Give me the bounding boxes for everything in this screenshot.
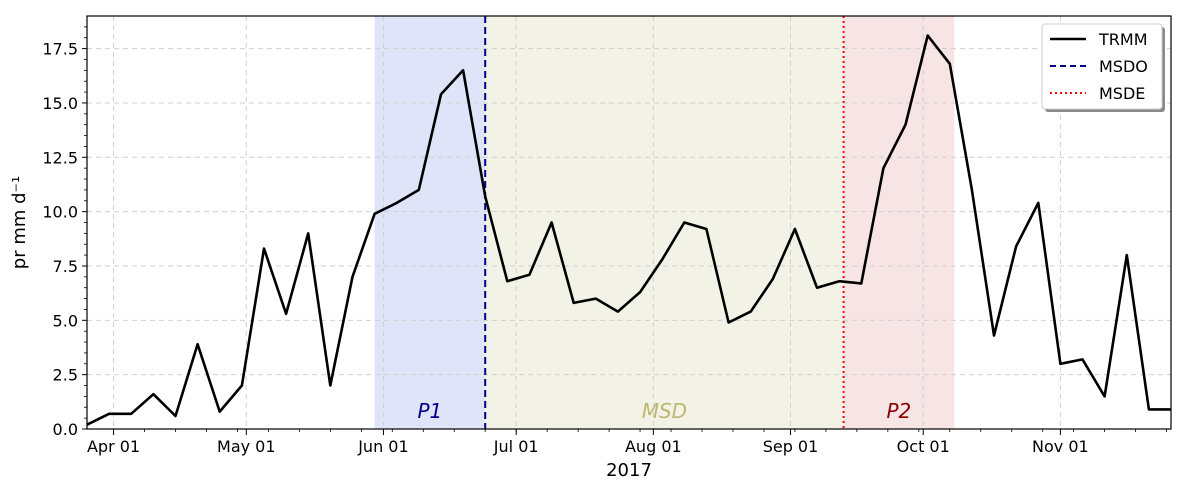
y-tick-label: 5.0	[53, 311, 78, 330]
y-tick-label: 2.5	[53, 366, 78, 385]
legend-label-msde: MSDE	[1099, 84, 1145, 103]
x-tick-label: Nov 01	[1032, 437, 1089, 456]
legend-label-msdo: MSDO	[1099, 57, 1148, 76]
series-layer	[86, 34, 1171, 426]
y-tick-label: 17.5	[42, 40, 78, 59]
region-p1	[374, 16, 486, 429]
y-tick-label: 10.0	[42, 203, 78, 222]
y-axis-title: pr mm d⁻¹	[9, 176, 30, 269]
y-tick-label: 7.5	[53, 257, 78, 276]
region-label-msd: MSD	[642, 399, 687, 423]
ticks-layer: 0.0 2.5 5.0 7.5 10.0 12.5 15.0 17.5 Apr 01 May 01…	[42, 26, 1167, 456]
x-tick-label: Apr 01	[87, 437, 140, 456]
markers-layer	[484, 16, 845, 429]
legend: TRMM MSDO MSDE	[1041, 23, 1165, 112]
x-tick-label: Jul 01	[493, 437, 539, 456]
region-p2	[843, 16, 955, 429]
x-tick-label: Jun 01	[357, 437, 408, 456]
trmm-series-line	[86, 34, 1171, 426]
x-axis-title: 2017	[606, 460, 652, 481]
legend-box	[1041, 23, 1163, 110]
y-tick-label: 15.0	[42, 94, 78, 113]
x-tick-label: Sep 01	[763, 437, 819, 456]
regions-layer: P1 MSD P2	[374, 16, 955, 429]
y-tick-label: 12.5	[42, 148, 78, 167]
region-label-p1: P1	[417, 399, 442, 423]
x-tick-label: Aug 01	[625, 437, 682, 456]
legend-label-trmm: TRMM	[1098, 30, 1148, 49]
x-tick-label: Oct 01	[897, 437, 950, 456]
region-label-p2: P2	[886, 399, 911, 423]
y-tick-label: 0.0	[53, 420, 78, 439]
x-tick-label: May 01	[217, 437, 276, 456]
region-msd	[485, 16, 844, 429]
